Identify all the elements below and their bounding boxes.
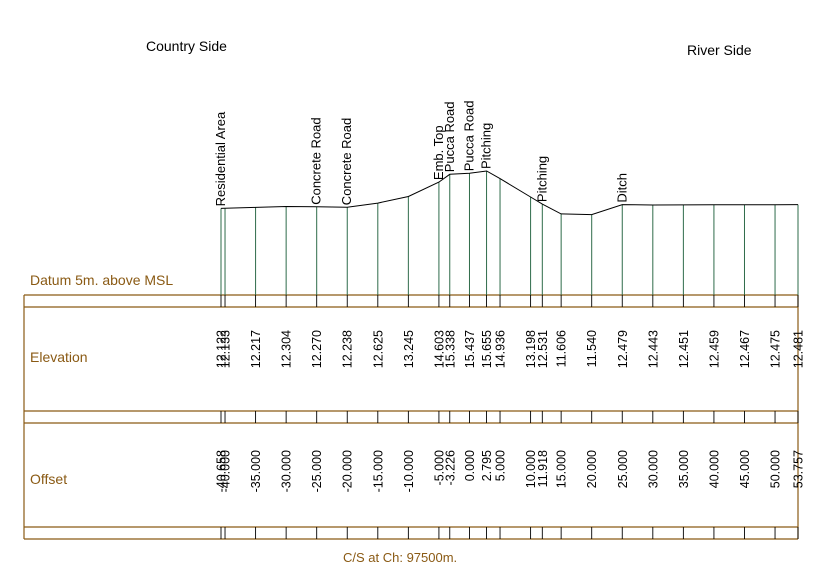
feature-labels: Residential Area Concrete Road Concrete Ro… — [213, 100, 629, 206]
offset-value: 30.000 — [646, 450, 660, 488]
elevation-value: 12.625 — [371, 330, 385, 368]
feature-label: Residential Area — [213, 111, 228, 206]
feature-label: Ditch — [614, 173, 629, 203]
elevation-value: 12.479 — [616, 330, 630, 368]
elevation-value: 12.122 — [215, 330, 229, 368]
elevation-value: 15.437 — [463, 330, 477, 368]
elevation-value: 11.540 — [585, 330, 599, 367]
elevation-value: 11.606 — [555, 330, 569, 367]
river-side-label: River Side — [687, 42, 752, 58]
offset-value: -35.000 — [249, 450, 263, 492]
offset-value: -5.000 — [432, 450, 446, 485]
elevation-value: 13.198 — [524, 330, 538, 368]
feature-label: Pitching — [534, 156, 549, 202]
feature-label: Concrete Road — [339, 118, 354, 205]
elevation-value: 12.443 — [646, 330, 660, 368]
elevation-value: 15.338 — [443, 330, 457, 368]
offset-value: 15.000 — [555, 450, 569, 488]
elevation-value: 12.481 — [792, 330, 806, 368]
table-tick-marks — [220, 295, 799, 539]
data-table-frame — [23, 294, 799, 540]
offset-value: 2.795 — [480, 450, 494, 481]
offset-value: -3.226 — [443, 450, 457, 485]
offset-value: 20.000 — [585, 450, 599, 488]
offset-value: 40.000 — [707, 450, 721, 488]
elevation-value: 12.531 — [536, 330, 550, 368]
elevation-value: 12.304 — [280, 330, 294, 368]
offset-row-label: Offset — [30, 471, 67, 487]
elevation-value: 15.655 — [480, 330, 494, 368]
offset-value: -20.000 — [341, 450, 355, 492]
feature-label: Emb. Top — [431, 125, 446, 180]
ground-profile-line — [220, 170, 799, 216]
elevation-value: 13.245 — [402, 330, 416, 368]
elevation-value: 12.270 — [310, 330, 324, 368]
offset-value: -40.658 — [215, 450, 229, 492]
offset-value: -25.000 — [310, 450, 324, 492]
offset-value: 35.000 — [677, 450, 691, 488]
feature-label: Pitching — [479, 123, 494, 169]
elevation-value: 12.238 — [341, 330, 355, 368]
offset-value: 11.918 — [536, 450, 550, 487]
offset-values: -40.658-40.000 -35.000 -30.000 -25.000 -20.0… — [215, 450, 806, 492]
elevation-value: 14.936 — [494, 330, 508, 368]
offset-value: 53.757 — [792, 450, 806, 488]
elevation-value: 12.217 — [249, 330, 263, 368]
offset-value: 5.000 — [494, 450, 508, 481]
datum-label: Datum 5m. above MSL — [30, 272, 173, 288]
elevation-value: 12.475 — [769, 330, 783, 368]
chainage-caption: C/S at Ch: 97500m. — [343, 550, 457, 565]
offset-value: -15.000 — [371, 450, 385, 492]
elevation-value: 12.133 — [219, 330, 233, 368]
offset-value: -40.000 — [219, 450, 233, 492]
offset-value: 45.000 — [738, 450, 752, 488]
elevation-row-label: Elevation — [30, 349, 88, 365]
elevation-value: 12.467 — [738, 330, 752, 368]
offset-value: 0.000 — [463, 450, 477, 481]
country-side-label: Country Side — [146, 38, 227, 54]
feature-label: Pucca Road — [462, 100, 477, 171]
offset-value: 10.000 — [524, 450, 538, 488]
ordinate-lines — [220, 170, 799, 295]
elevation-value: 12.451 — [677, 330, 691, 368]
elevation-value: 14.603 — [432, 330, 446, 368]
offset-value: -30.000 — [280, 450, 294, 492]
elevation-value: 12.459 — [707, 330, 721, 368]
offset-value: -10.000 — [402, 450, 416, 492]
offset-value: 25.000 — [616, 450, 630, 488]
feature-label: Pucca Road — [442, 101, 457, 172]
feature-label: Concrete Road — [309, 117, 324, 204]
offset-value: 50.000 — [769, 450, 783, 488]
